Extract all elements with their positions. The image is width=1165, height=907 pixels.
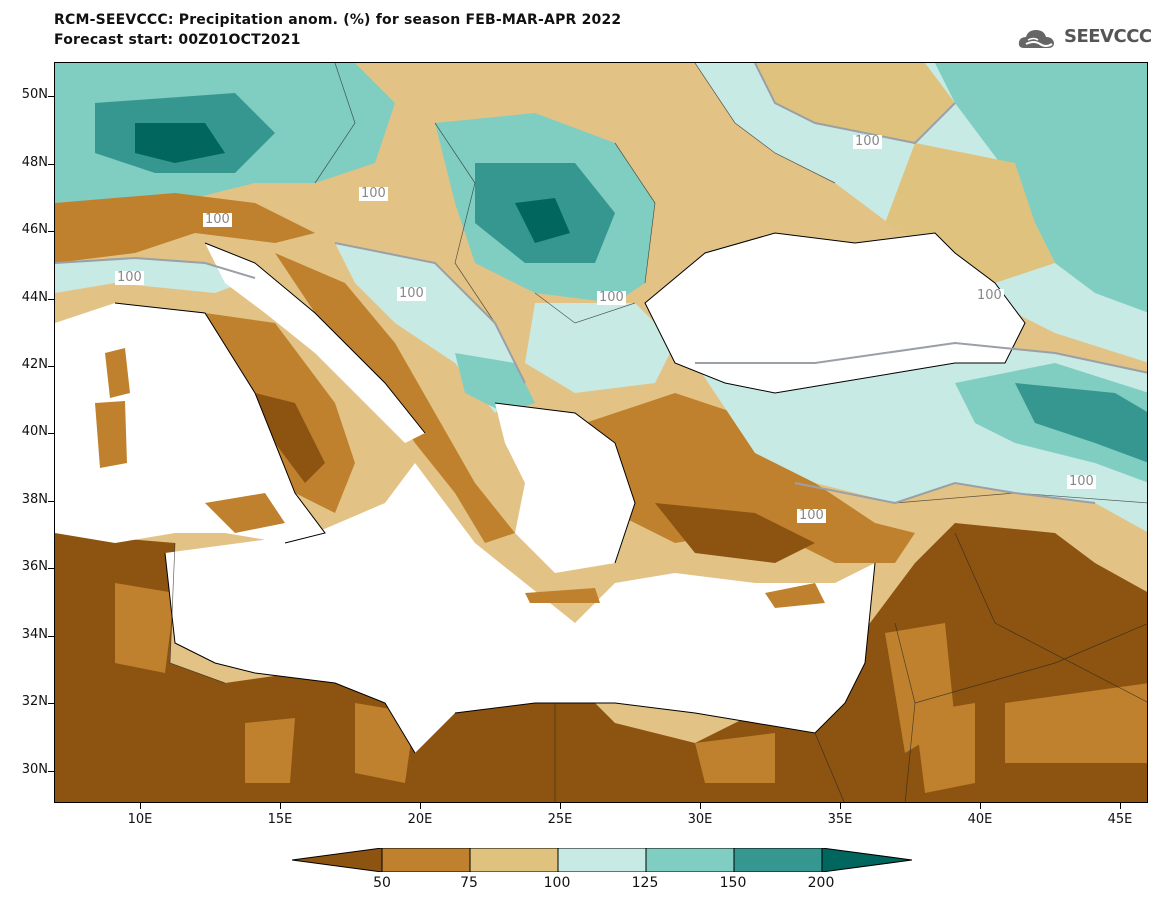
contour-label: 100 <box>203 212 232 227</box>
colorbar-label: 150 <box>719 875 747 891</box>
contour-label: 100 <box>853 134 882 149</box>
lon-tick <box>140 803 141 809</box>
contour-label: 100 <box>397 286 426 301</box>
lon-label: 20E <box>407 812 433 827</box>
logo-text: SEEVCCC <box>1064 26 1152 47</box>
colorbar <box>292 848 912 872</box>
north-africa-very-dry <box>55 523 1147 802</box>
cloud-icon <box>1018 30 1054 48</box>
lat-label: 40N <box>21 424 48 439</box>
colorbar-label: 125 <box>631 875 659 891</box>
colorbar-segment <box>645 848 735 872</box>
colorbar-label: 75 <box>460 875 478 891</box>
lat-tick <box>48 96 54 97</box>
lat-label: 30N <box>21 762 48 777</box>
colorbar-segment <box>557 848 647 872</box>
colorbar-label: 100 <box>543 875 571 891</box>
contour-label: 100 <box>797 508 826 523</box>
lat-label: 44N <box>21 290 48 305</box>
colorbar-right-arrow <box>821 848 912 872</box>
aegean-sea <box>495 403 635 573</box>
lat-label: 48N <box>21 155 48 170</box>
lat-tick <box>48 433 54 434</box>
lat-tick <box>48 703 54 704</box>
contour-label: 100 <box>597 290 626 305</box>
precipitation-anomaly-map: 100 100 100 100 100 100 100 100 100 <box>54 62 1148 803</box>
lon-label: 15E <box>267 812 293 827</box>
lat-tick <box>48 231 54 232</box>
forecast-start-label: Forecast start: 00Z01OCT2021 <box>54 32 301 48</box>
lat-label: 38N <box>21 492 48 507</box>
black-sea <box>645 233 1025 393</box>
lon-label: 35E <box>827 812 853 827</box>
lat-tick <box>48 568 54 569</box>
lon-label: 10E <box>127 812 153 827</box>
lat-label: 46N <box>21 222 48 237</box>
lat-label: 50N <box>21 87 48 102</box>
lon-label: 25E <box>547 812 573 827</box>
lon-label: 30E <box>687 812 713 827</box>
contour-label: 100 <box>1067 474 1096 489</box>
contour-label: 100 <box>359 186 388 201</box>
colorbar-label: 200 <box>807 875 835 891</box>
colorbar-segment <box>733 848 823 872</box>
colorbar-segment <box>381 848 471 872</box>
colorbar-segment <box>469 848 559 872</box>
anatolia-dry <box>585 393 915 563</box>
colorbar-label: 50 <box>373 875 391 891</box>
lat-tick <box>48 366 54 367</box>
lon-label: 40E <box>967 812 993 827</box>
lat-label: 32N <box>21 694 48 709</box>
map-title: RCM-SEEVCCC: Precipitation anom. (%) for… <box>54 12 622 28</box>
lat-tick <box>48 501 54 502</box>
lon-tick <box>280 803 281 809</box>
colorbar-left-arrow <box>292 848 383 872</box>
lon-tick <box>1120 803 1121 809</box>
lat-label: 36N <box>21 559 48 574</box>
lat-tick <box>48 164 54 165</box>
lon-tick <box>980 803 981 809</box>
contour-label: 100 <box>115 270 144 285</box>
lat-label: 34N <box>21 627 48 642</box>
lon-tick <box>840 803 841 809</box>
lat-tick <box>48 636 54 637</box>
contour-label: 100 <box>975 288 1004 303</box>
lat-tick <box>48 299 54 300</box>
adriatic-sea <box>205 243 425 443</box>
lon-label: 45E <box>1107 812 1133 827</box>
lat-tick <box>48 771 54 772</box>
mediterranean-sea <box>55 303 875 753</box>
lon-tick <box>560 803 561 809</box>
lon-tick <box>420 803 421 809</box>
lon-tick <box>700 803 701 809</box>
lat-label: 42N <box>21 357 48 372</box>
